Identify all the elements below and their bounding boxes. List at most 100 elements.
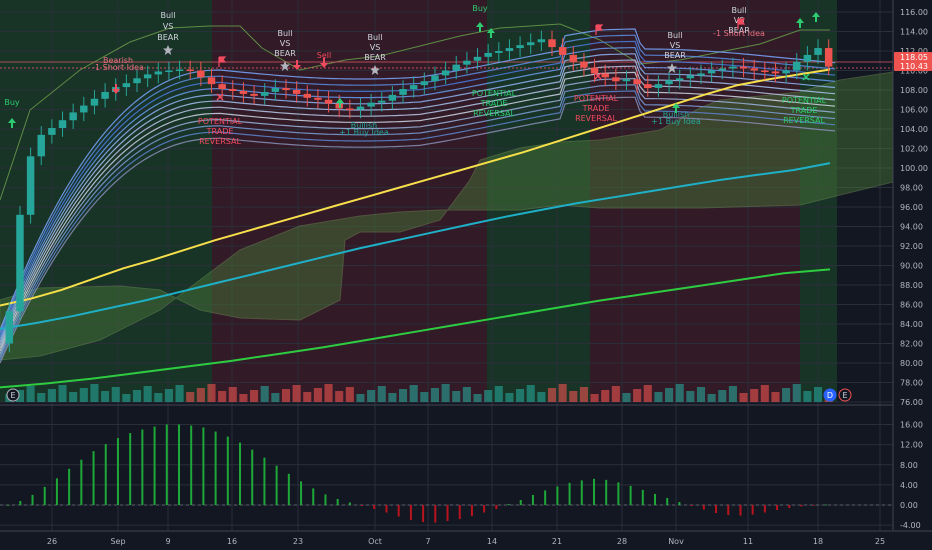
osc-bar-62 [763,505,766,513]
candle-body-57 [612,77,620,82]
candle-65 [697,64,705,85]
annotation-label-9: Sell [317,51,331,60]
y-tick-label-8: 92.00 [900,242,923,251]
volume-bar-50 [537,392,546,402]
candle-25 [271,79,280,101]
candle-body-73 [782,70,790,74]
volume-bar-60 [643,385,652,402]
annotation-label-18: POTENTIAL [472,89,517,98]
candle-16 [175,60,184,80]
volume-bar-64 [686,391,695,402]
osc-bar-32 [397,505,400,517]
candle-6 [69,103,77,129]
candle-body-59 [633,79,641,85]
event-marker-label-0: E [10,391,15,400]
volume-bar-72 [771,392,780,402]
osc-bar-5 [68,468,71,505]
volume-bar-52 [558,384,567,402]
osc-bar-61 [751,505,754,515]
candle-body-65 [697,73,705,76]
volume-bar-73 [782,388,791,402]
osc-bar-27 [336,498,339,505]
osc-bar-7 [92,451,95,505]
annotation-label-24: Bull [667,31,682,40]
candle-8 [90,90,99,115]
volume-bar-10 [111,387,120,402]
osc-bar-40 [495,505,498,510]
ribbon-ma-7 [0,71,836,352]
candle-43 [463,51,471,74]
osc-bar-0 [7,505,10,506]
candle-body-8 [90,98,99,106]
candle-body-74 [793,61,801,71]
y-tick-label-16: 108.00 [900,86,928,95]
annotation-label-34: TRADE [790,106,818,115]
event-marker-2: E [838,388,852,402]
x-tick-label-6: 7 [425,537,430,546]
candle-body-1 [16,214,24,312]
y-tick-label-13: 102.00 [900,145,928,154]
candle-body-19 [207,77,216,85]
y-tick-label-6: 88.00 [900,281,923,290]
candle-body-53 [569,54,578,62]
candle-3 [37,126,45,166]
osc-bar-14 [177,424,180,505]
y-tick-label-3: 82.00 [900,340,923,349]
ma-line-0 [0,68,831,307]
annotation-label-29: BEAR [728,26,750,35]
candle-body-18 [197,70,205,78]
last-price-label-1: 110.43 [900,62,928,71]
candle-body-13 [143,74,152,79]
osc-bar-19 [239,442,242,505]
volume-bar-68 [728,386,737,402]
volume-bar-62 [665,388,674,402]
candle-body-20 [218,84,226,90]
volume-bar-35 [377,386,386,402]
volume-bar-19 [207,384,216,402]
y-tick-label-2: 80.00 [900,359,923,368]
candle-body-25 [271,88,280,92]
candle-19 [207,68,216,93]
candle-body-29 [314,97,322,100]
osc-bar-15 [190,425,193,505]
candle-body-77 [824,48,833,67]
candle-body-9 [101,91,109,99]
candle-body-0 [5,311,14,344]
candle-29 [314,89,322,109]
candle-body-58 [622,79,631,82]
candle-body-21 [229,89,237,91]
candle-21 [229,80,237,100]
candle-12 [133,69,141,92]
osc-bar-47 [580,480,583,505]
osc-bar-24 [300,481,303,505]
up-arrow-icon-6 [336,98,344,108]
annotation-label-25: VS [670,41,681,50]
volume-bar-21 [228,387,237,402]
event-marker-circle-1 [823,388,837,402]
candle-body-40 [431,75,439,82]
candle-body-76 [814,48,822,55]
cloud-area [0,71,894,361]
volume-bar-45 [484,390,493,402]
star-icon-0 [163,45,173,55]
volume-bar-1 [15,390,25,402]
candle-15 [165,61,173,81]
candle-2 [26,147,35,224]
osc-bar-50 [617,482,620,505]
x-mark-icon-2 [802,73,810,81]
candle-51 [548,30,556,56]
osc-bar-6 [80,459,83,505]
annotation-label-35: REVERSAL [783,116,825,125]
annotation-label-4: VS [163,22,174,31]
volume-bar-31 [335,391,344,402]
annotation-label-27: Bull [731,6,746,15]
annotation-label-3: Bull [160,11,175,20]
y-tick-label-19: 114.00 [900,28,928,37]
x-tick-label-9: 28 [617,537,627,546]
candle-body-37 [399,89,407,95]
volume-bar-41 [441,384,450,402]
volume-bar-49 [526,385,535,402]
volume-bar-3 [37,393,46,402]
